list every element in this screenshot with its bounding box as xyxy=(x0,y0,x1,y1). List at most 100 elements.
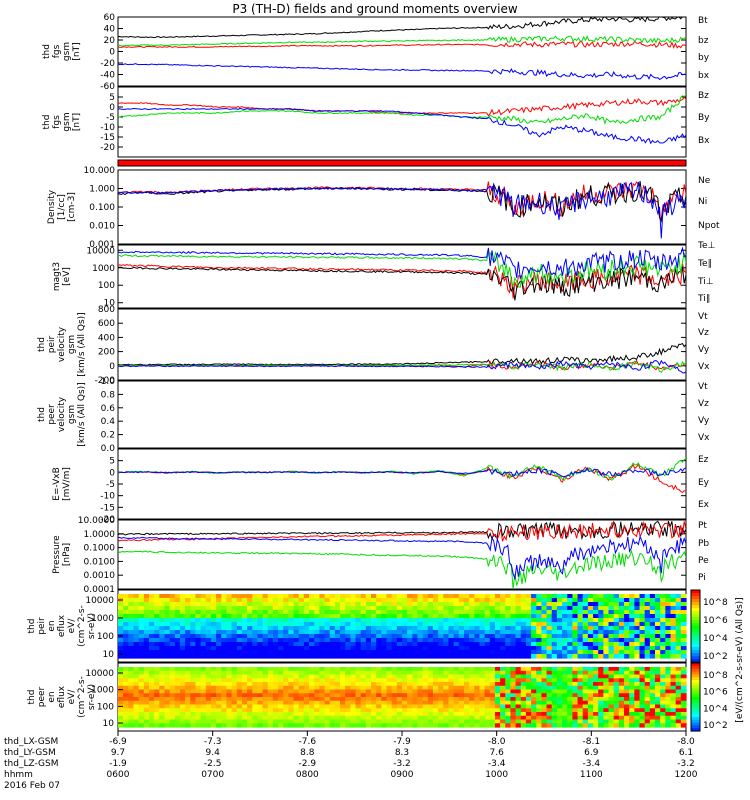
heatmap-cell xyxy=(412,622,419,627)
heatmap-cell xyxy=(164,693,171,698)
heatmap-cell xyxy=(505,602,512,607)
heatmap-cell xyxy=(334,723,341,728)
heatmap-cell xyxy=(587,610,594,615)
heatmap-cell xyxy=(381,704,388,709)
heatmap-cell xyxy=(536,654,543,659)
heatmap-cell xyxy=(531,697,537,702)
heatmap-cell xyxy=(463,667,470,672)
colorbar-tick-label: 10^6 xyxy=(703,616,728,626)
heatmap-cell xyxy=(226,634,233,639)
heatmap-cell xyxy=(608,614,615,619)
heatmap-cell xyxy=(123,678,129,683)
heatmap-cell xyxy=(598,634,604,639)
heatmap-cell xyxy=(639,685,646,691)
heatmap-cell xyxy=(469,723,475,728)
heatmap-cell xyxy=(469,642,475,647)
heatmap-cell xyxy=(407,598,413,603)
heatmap-cell xyxy=(231,602,238,607)
heatmap-cell xyxy=(123,642,129,647)
heatmap-cell xyxy=(386,630,393,635)
heatmap-cell xyxy=(267,634,274,639)
heatmap-cell xyxy=(479,704,486,709)
heatmap-cell xyxy=(174,685,181,691)
y-tick-label: 5 xyxy=(109,457,115,467)
heatmap-cell xyxy=(515,678,522,683)
heatmap-cell xyxy=(154,630,160,635)
heatmap-cell xyxy=(195,712,202,717)
heatmap-cell xyxy=(458,689,465,694)
heatmap-cell xyxy=(164,719,171,724)
heatmap-cell xyxy=(329,618,336,623)
series-line-Bt xyxy=(118,17,686,39)
heatmap-cell xyxy=(484,602,491,607)
heatmap-cell xyxy=(665,626,672,631)
heatmap-cell xyxy=(164,622,171,627)
heatmap-cell xyxy=(128,626,135,631)
heatmap-cell xyxy=(298,634,305,639)
heatmap-cell xyxy=(675,650,682,655)
heatmap-cell xyxy=(190,606,197,611)
heatmap-cell xyxy=(582,693,589,698)
heatmap-cell xyxy=(546,685,553,691)
colorbar-step xyxy=(691,663,700,667)
heatmap-cell xyxy=(334,678,341,683)
heatmap-cell xyxy=(298,708,305,713)
heatmap-cell xyxy=(355,708,362,713)
panel-density: Density [1/cc] [cm-3]10.0001.0000.1000.010… xyxy=(47,166,720,250)
heatmap-cell xyxy=(355,704,362,709)
heatmap-cell xyxy=(288,650,295,655)
heatmap-cell xyxy=(665,670,672,676)
heatmap-cell xyxy=(407,715,413,721)
heatmap-cell xyxy=(278,638,284,643)
heatmap-cell xyxy=(355,606,362,611)
heatmap-cell xyxy=(133,594,140,599)
heatmap-cell xyxy=(319,697,326,702)
heatmap-cell xyxy=(670,682,677,687)
heatmap-cell xyxy=(396,630,403,635)
colorbar-label: [eV/(cm^2-s-sr-eV) (All Qs)] xyxy=(735,597,745,722)
heatmap-cell xyxy=(474,614,481,619)
heatmap-cell xyxy=(665,693,672,698)
heatmap-cell xyxy=(143,638,150,643)
heatmap-cell xyxy=(216,654,222,659)
heatmap-cell xyxy=(185,667,191,672)
heatmap-cell xyxy=(231,650,238,655)
heatmap-cell xyxy=(128,614,135,619)
heatmap-cell xyxy=(179,650,186,655)
heatmap-cell xyxy=(536,622,543,627)
heatmap-cell xyxy=(531,670,537,676)
heatmap-cell xyxy=(128,712,135,717)
heatmap-cell xyxy=(670,626,677,631)
heatmap-cell xyxy=(376,670,382,676)
heatmap-cell xyxy=(262,685,269,691)
heatmap-cell xyxy=(148,693,155,698)
heatmap-cell xyxy=(577,667,584,672)
heatmap-cell xyxy=(195,678,202,683)
heatmap-cell xyxy=(551,646,558,651)
heatmap-cell xyxy=(195,622,202,627)
heatmap-cell xyxy=(613,630,620,635)
heatmap-cell xyxy=(556,638,563,643)
heatmap-cell xyxy=(350,704,357,709)
heatmap-cell xyxy=(546,598,553,603)
heatmap-cell xyxy=(205,700,212,706)
heatmap-cell xyxy=(407,614,413,619)
heatmap-cell xyxy=(133,719,140,724)
heatmap-cell xyxy=(376,618,382,623)
heatmap-cell xyxy=(205,715,212,721)
heatmap-cell xyxy=(556,685,563,691)
heatmap-cell xyxy=(159,646,166,651)
heatmap-cell xyxy=(128,697,135,702)
heatmap-cell xyxy=(179,719,186,724)
heatmap-cell xyxy=(278,700,284,706)
y-axis-label: eflux xyxy=(57,685,67,708)
heatmap-cell xyxy=(143,610,150,615)
heatmap-cell xyxy=(479,642,486,647)
heatmap-cell xyxy=(210,704,217,709)
heatmap-cell xyxy=(536,715,543,721)
heatmap-cell xyxy=(143,622,150,627)
heatmap-cell xyxy=(525,712,532,717)
heatmap-cell xyxy=(355,622,362,627)
heatmap-cell xyxy=(309,642,315,647)
